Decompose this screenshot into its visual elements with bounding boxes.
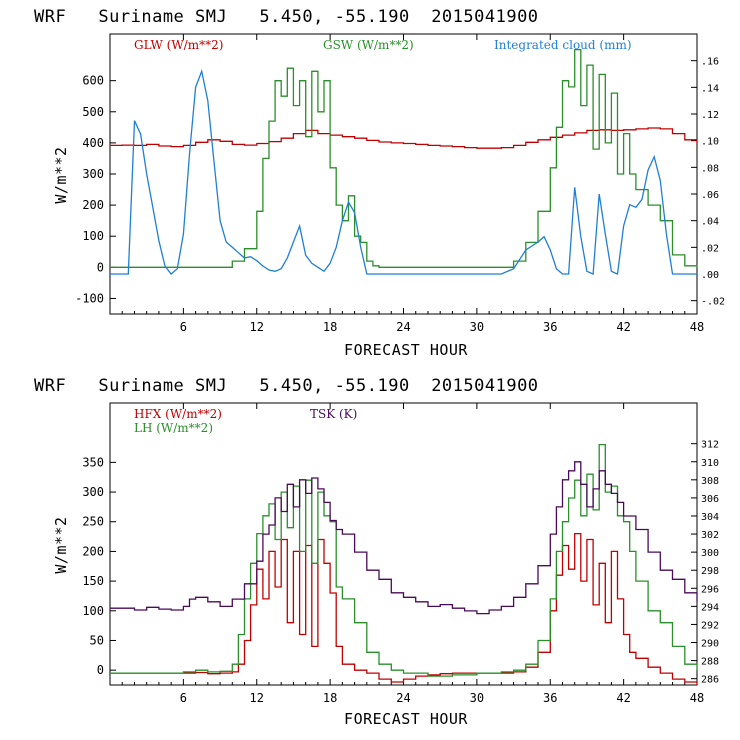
top-legend-cloud: Integrated cloud (mm) [494,38,632,52]
top-plot-frame [109,33,698,315]
bottom-x-tick-label: 12 [250,691,264,705]
top-y2-tick-label: -.02 [701,297,725,308]
bottom-legend-tsk: TSK (K) [310,407,357,421]
top-x-tick-label: 24 [396,320,410,334]
bottom-y2-tick-label: 308 [701,476,719,487]
bottom-x-tick-label: 48 [690,691,704,705]
bottom-chart-title: WRF Suriname SMJ 5.450, -55.190 20150419… [34,376,539,396]
bottom-y-tick-label: 200 [82,544,104,558]
top-series-integrated-line [110,68,697,275]
bottom-x-tick-label: 18 [323,691,337,705]
top-y-tick-label: 200 [82,198,104,212]
top-y-tick-label: 0 [97,260,104,274]
bottom-y-tick-label: 0 [97,663,104,677]
bottom-y2-tick-label: 294 [701,602,719,613]
bottom-series-hfx-line [110,532,698,685]
top-y-tick-label: 100 [82,229,104,243]
bottom-y-tick-label: 350 [82,455,104,469]
bottom-y-tick-label: 50 [90,633,104,647]
top-y2-tick-label: .02 [701,243,719,254]
top-y-tick-label: 600 [82,74,104,88]
top-x-tick-label: 12 [250,320,264,334]
top-y-tick-label: 500 [82,105,104,119]
top-y2-tick-label: .10 [701,137,719,148]
bottom-y2-tick-label: 306 [701,494,719,505]
bottom-y2-tick-label: 302 [701,530,719,541]
top-x-tick-label: 42 [616,320,630,334]
bottom-y2-tick-label: 288 [701,657,719,668]
bottom-chart: 6 12 18 24 30 36 42 48 0 50 100 150 200 250 300 350 286 2… [82,402,719,705]
top-y2-tick-label: .14 [701,83,719,94]
bottom-y2-tick-label: 312 [701,440,719,451]
top-x-tick-label: 6 [180,320,187,334]
bottom-x-tick-label: 24 [396,691,410,705]
top-x-axis-label: FORECAST HOUR [344,341,468,359]
bottom-series-tsk-line [110,461,698,615]
bottom-y-tick-label: 100 [82,604,104,618]
top-legend-gsw: GSW (W/m**2) [323,38,414,52]
bottom-y2-tick-label: 310 [701,458,719,469]
bottom-x-axis-label: FORECAST HOUR [344,710,468,728]
top-chart-title: WRF Suriname SMJ 5.450, -55.190 20150419… [34,7,539,27]
bottom-x-tick-label: 6 [180,691,187,705]
top-y-tick-label: 400 [82,136,104,150]
top-y2-tick-label: .12 [701,110,719,121]
bottom-y2-tick-label: 298 [701,566,719,577]
top-y2-tick-label: .08 [701,163,719,174]
bottom-y2-tick-label: 286 [701,675,719,686]
bottom-x-tick-label: 36 [543,691,557,705]
bottom-y2-tick-label: 296 [701,584,719,595]
top-x-tick-label: 18 [323,320,337,334]
bottom-y2-tick-label: 290 [701,639,719,650]
top-series-gsw-line [110,48,698,268]
bottom-y2-tick-label: 292 [701,620,719,631]
bottom-y2-tick-label: 300 [701,548,719,559]
top-y-axis-label: W/m**2 [52,146,70,203]
bottom-x-tick-label: 30 [470,691,484,705]
top-series-glw-line [110,127,698,149]
bottom-legend-lh: LH (W/m**2) [134,421,213,435]
bottom-y-tick-label: 300 [82,485,104,499]
top-legend-glw: GLW (W/m**2) [134,38,223,52]
bottom-plot-frame [109,402,698,686]
top-y-tick-label: -100 [75,291,104,305]
top-x-tick-label: 36 [543,320,557,334]
top-x-tick-label: 30 [470,320,484,334]
top-x-tick-label: 48 [690,320,704,334]
bottom-y2-tick-label: 304 [701,512,719,523]
top-y2-tick-label: .06 [701,190,719,201]
bottom-y-tick-label: 150 [82,574,104,588]
top-y2-tick-label: .16 [701,57,719,68]
bottom-y-axis-label: W/m**2 [52,516,70,573]
top-y2-tick-label: .00 [701,270,719,281]
bottom-y-tick-label: 250 [82,515,104,529]
top-y2-tick-label: .04 [701,217,719,228]
top-y-tick-label: 300 [82,167,104,181]
top-chart: 6 12 18 24 30 36 42 48 -100 0 100 200 300 400 500 600 -.… [75,33,725,334]
bottom-legend-hfx: HFX (W/m**2) [134,407,222,421]
bottom-x-tick-label: 42 [616,691,630,705]
bottom-series-lh-line [110,443,698,677]
